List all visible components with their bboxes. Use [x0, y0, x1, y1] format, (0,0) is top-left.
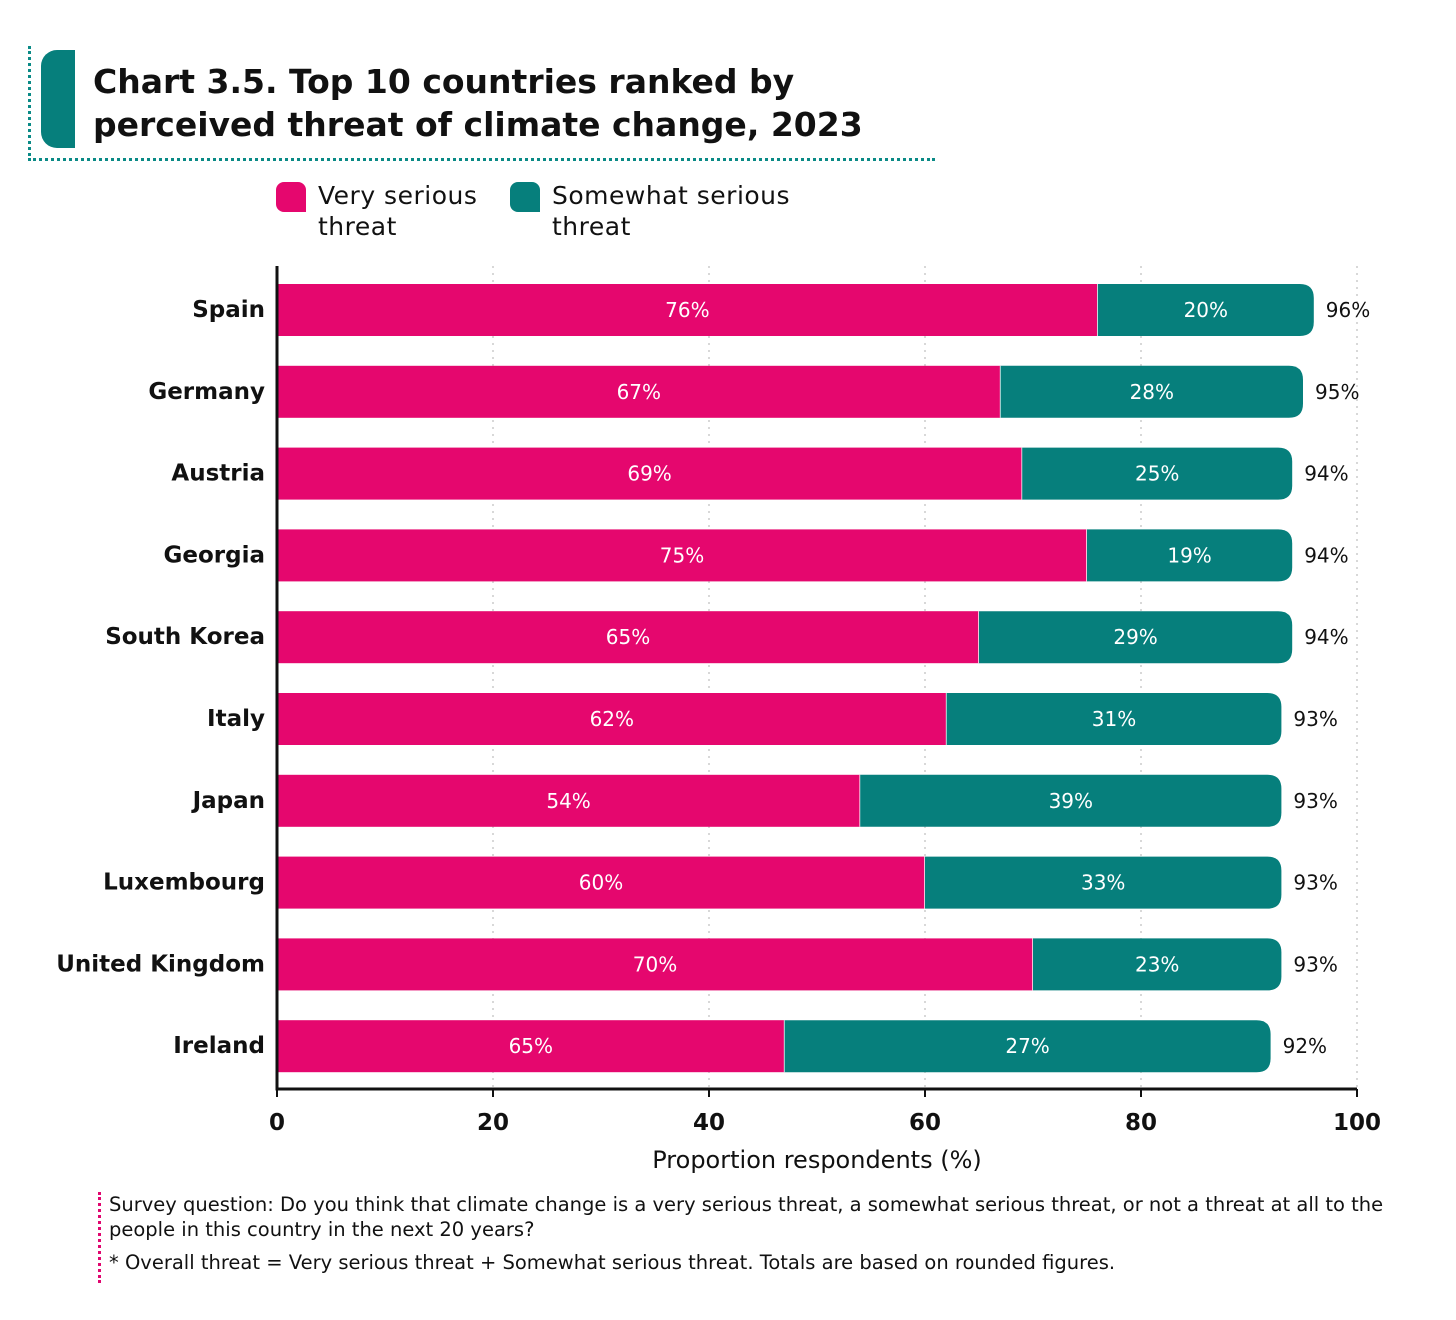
bar-segment: [277, 938, 1033, 991]
total-label: 93%: [1293, 789, 1337, 813]
bar-segment: [277, 611, 979, 664]
x-tick-label: 60: [909, 1110, 941, 1136]
overall-threat-note: * Overall threat = Very serious threat +…: [109, 1251, 1116, 1274]
bar-segment: [277, 284, 1098, 336]
bar-value-label: 62%: [590, 707, 634, 731]
bar-value-label: 25%: [1135, 462, 1179, 486]
bar-segment: [277, 1020, 785, 1073]
bar-segment: [277, 693, 947, 745]
bar-value-label: 67%: [617, 380, 661, 404]
bar-segment: [277, 774, 861, 827]
bar-segment: [277, 856, 925, 909]
category-label: United Kingdom: [56, 951, 265, 977]
total-label: 93%: [1293, 952, 1337, 976]
footnotes: Survey question: Do you think that clima…: [98, 1192, 1399, 1283]
bar-segment: [1000, 365, 1303, 418]
category-label: Austria: [171, 461, 265, 487]
bar-value-label: 28%: [1130, 380, 1174, 404]
survey-question-note: Survey question: Do you think that clima…: [109, 1193, 1384, 1241]
bar-segment: [277, 529, 1087, 582]
bar-value-label: 27%: [1005, 1034, 1049, 1058]
x-axis-title: Proportion respondents (%): [652, 1146, 981, 1174]
bar-value-label: 76%: [665, 298, 709, 322]
category-label: Ireland: [173, 1033, 265, 1059]
legend-item-very-serious: Very serious threat: [276, 180, 488, 242]
bar-value-label: 19%: [1167, 543, 1211, 567]
bar-segment: [946, 693, 1282, 745]
legend-label-very-serious: Very serious threat: [318, 181, 478, 241]
category-label: Italy: [207, 706, 265, 732]
legend-item-somewhat-serious: Somewhat serious threat: [510, 180, 802, 242]
bar-value-label: 69%: [627, 462, 671, 486]
legend-swatch-very-serious: [276, 182, 306, 212]
bar-segment: [979, 611, 1293, 664]
bar-chart: Spain 76% 20% 96% Germany 67% 28% 95% Austria 69%…: [56, 266, 1381, 1174]
x-tick-label: 20: [477, 1110, 509, 1136]
x-tick-label: 80: [1125, 1110, 1157, 1136]
total-label: 93%: [1293, 871, 1337, 895]
total-label: 95%: [1315, 380, 1359, 404]
bar-value-label: 31%: [1092, 707, 1136, 731]
chart-title: Chart 3.5. Top 10 countries ranked by pe…: [93, 62, 863, 144]
total-label: 94%: [1304, 625, 1348, 649]
category-label: Germany: [148, 379, 265, 405]
bar-value-label: 54%: [546, 789, 590, 813]
bar-segment: [277, 447, 1023, 500]
total-label: 93%: [1293, 707, 1337, 731]
bar-segment: [1022, 447, 1293, 500]
bar-value-label: 75%: [660, 543, 704, 567]
bar-value-label: 20%: [1184, 298, 1228, 322]
bar-segment: [277, 365, 1001, 418]
bar-value-label: 29%: [1113, 625, 1157, 649]
x-tick-label: 0: [269, 1110, 285, 1136]
bar-segment: [1097, 284, 1314, 336]
total-label: 92%: [1283, 1034, 1327, 1058]
title-accent-tab: [41, 50, 75, 148]
bar-segment: [925, 856, 1282, 909]
category-label: Spain: [192, 297, 265, 323]
x-tick-label: 40: [693, 1110, 725, 1136]
bar-segment: [1087, 529, 1293, 582]
bar-value-label: 33%: [1081, 871, 1125, 895]
category-label: Georgia: [164, 542, 266, 568]
legend-swatch-somewhat-serious: [510, 182, 540, 212]
bar-value-label: 65%: [509, 1034, 553, 1058]
category-label: Luxembourg: [103, 870, 265, 896]
total-label: 96%: [1326, 298, 1370, 322]
bar-segment: [1033, 938, 1282, 991]
bar-value-label: 65%: [606, 625, 650, 649]
bar-value-label: 23%: [1135, 952, 1179, 976]
bar-segment: [784, 1020, 1271, 1073]
legend-label-somewhat-serious: Somewhat serious threat: [552, 181, 791, 241]
total-label: 94%: [1304, 543, 1348, 567]
bar-value-label: 39%: [1049, 789, 1093, 813]
title-block: Chart 3.5. Top 10 countries ranked by pe…: [28, 46, 935, 161]
category-label: Japan: [191, 788, 265, 814]
bar-value-label: 60%: [579, 871, 623, 895]
category-label: South Korea: [105, 624, 265, 650]
x-tick-label: 100: [1333, 1110, 1381, 1136]
total-label: 94%: [1304, 462, 1348, 486]
bar-value-label: 70%: [633, 952, 677, 976]
bar-segment: [860, 774, 1282, 827]
